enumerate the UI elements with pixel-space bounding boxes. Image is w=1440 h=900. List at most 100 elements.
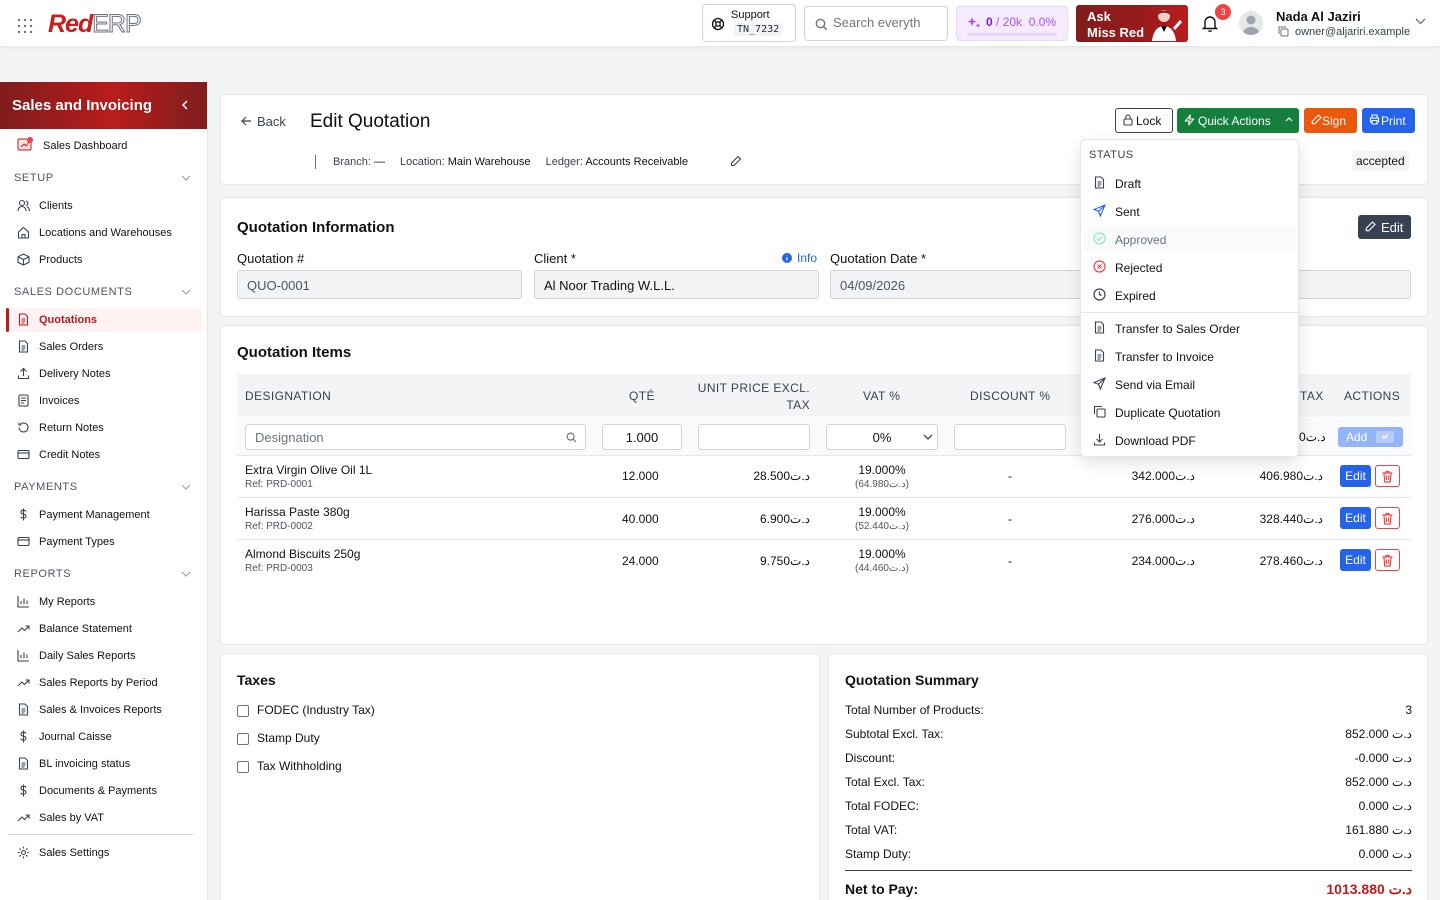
arrow-left-icon bbox=[241, 116, 252, 126]
sidebar-item-quotations[interactable]: Quotations bbox=[6, 308, 202, 332]
menu-item-transfer-invoice[interactable]: Transfer to Invoice bbox=[1084, 343, 1295, 369]
copy-icon[interactable] bbox=[1278, 26, 1289, 37]
ai-credits-meter[interactable]: 0 / 20k 0.0% bbox=[956, 6, 1068, 41]
menu-item-label: Send via Email bbox=[1115, 378, 1196, 392]
sidebar-item-sales-settings[interactable]: Sales Settings bbox=[6, 841, 202, 865]
client-info-link[interactable]: Info bbox=[797, 251, 818, 265]
app-logo[interactable]: RedERP bbox=[48, 10, 142, 39]
designation-search-input[interactable]: Designation bbox=[245, 424, 586, 450]
discount-input[interactable] bbox=[954, 424, 1066, 450]
edit-meta-pencil-icon[interactable] bbox=[730, 155, 742, 167]
user-name[interactable]: Nada Al Jaziri bbox=[1276, 9, 1361, 24]
menu-item-draft[interactable]: Draft bbox=[1084, 170, 1295, 196]
section-chevron-icon[interactable] bbox=[181, 484, 191, 490]
section-chevron-icon[interactable] bbox=[181, 175, 191, 181]
user-menu-chevron-icon[interactable] bbox=[1415, 18, 1426, 25]
vat-select[interactable]: 0% bbox=[826, 424, 938, 450]
unit-price-input[interactable] bbox=[698, 424, 810, 450]
apps-grid-icon[interactable] bbox=[17, 18, 33, 34]
sidebar-section-payments[interactable]: PAYMENTS bbox=[14, 481, 78, 493]
sign-button[interactable]: Sign bbox=[1304, 108, 1357, 133]
sidebar-item-journal-caisse[interactable]: Journal Caisse bbox=[6, 725, 202, 749]
sidebar-item-products[interactable]: Products bbox=[6, 248, 202, 272]
item-name: Harissa Paste 380g bbox=[245, 505, 350, 519]
menu-item-sent[interactable]: Sent bbox=[1084, 198, 1295, 224]
sidebar-section-reports[interactable]: REPORTS bbox=[14, 568, 72, 580]
menu-item-rejected[interactable]: Rejected bbox=[1084, 254, 1295, 280]
branch-label: Branch: bbox=[333, 156, 371, 168]
client-field[interactable]: Al Noor Trading W.L.L. bbox=[534, 270, 819, 299]
notifications-bell-icon[interactable] bbox=[1202, 14, 1218, 32]
user-avatar[interactable] bbox=[1239, 11, 1263, 35]
quick-actions-label: Quick Actions bbox=[1198, 114, 1271, 128]
tax-checkbox-stamp-duty[interactable] bbox=[237, 733, 249, 745]
delete-row-button[interactable] bbox=[1375, 549, 1400, 571]
delete-row-button[interactable] bbox=[1375, 507, 1400, 529]
sidebar-item-sales-invoices-reports[interactable]: Sales & Invoices Reports bbox=[6, 698, 202, 722]
ask-line-1: Ask bbox=[1087, 9, 1111, 24]
additional-info-field[interactable] bbox=[1291, 270, 1411, 299]
sidebar-item-invoices[interactable]: Invoices bbox=[6, 389, 202, 413]
menu-item-download-pdf[interactable]: Download PDF bbox=[1084, 427, 1295, 453]
section-title: Quotation Summary bbox=[845, 672, 979, 688]
dashboard-illustration-icon bbox=[17, 136, 34, 153]
menu-item-transfer-sales-order[interactable]: Transfer to Sales Order bbox=[1084, 315, 1295, 341]
sidebar-item-sales-dashboard[interactable]: Sales Dashboard bbox=[6, 134, 202, 158]
ask-miss-red-button[interactable]: Ask Miss Red bbox=[1076, 5, 1188, 42]
sidebar-item-documents-payments[interactable]: Documents & Payments bbox=[6, 779, 202, 803]
global-search[interactable] bbox=[804, 6, 948, 41]
sidebar-item-sales-reports-by-period[interactable]: Sales Reports by Period bbox=[6, 671, 202, 695]
sidebar-item-payment-management[interactable]: Payment Management bbox=[6, 503, 202, 527]
sidebar-item-label: Invoices bbox=[39, 395, 80, 407]
menu-item-send-email[interactable]: Send via Email bbox=[1084, 371, 1295, 397]
info-icon[interactable] bbox=[782, 253, 792, 263]
search-input[interactable] bbox=[833, 15, 943, 30]
summary-label: Stamp Duty: bbox=[845, 847, 912, 861]
status-badge: accepted bbox=[1352, 151, 1409, 171]
sidebar-item-daily-sales-reports[interactable]: Daily Sales Reports bbox=[6, 644, 202, 668]
add-item-button[interactable]: Add bbox=[1338, 427, 1403, 447]
summary-label: Subtotal Excl. Tax: bbox=[845, 727, 944, 741]
sidebar-section-sales-documents[interactable]: SALES DOCUMENTS bbox=[14, 286, 133, 298]
quantity-input[interactable]: 1.000 bbox=[602, 424, 682, 450]
sidebar-item-bl-invoicing-status[interactable]: BL invoicing status bbox=[6, 752, 202, 776]
print-button[interactable]: Print bbox=[1362, 108, 1415, 133]
quotation-date-field[interactable]: 04/09/2026 bbox=[830, 270, 1100, 299]
quotation-number-label: Quotation # bbox=[237, 251, 305, 266]
sidebar-item-locations[interactable]: Locations and Warehouses bbox=[6, 221, 202, 245]
menu-item-approved[interactable]: Approved bbox=[1084, 226, 1295, 252]
quotation-number-field[interactable]: QUO-0001 bbox=[237, 270, 522, 299]
sidebar-item-delivery-notes[interactable]: Delivery Notes bbox=[6, 362, 202, 386]
summary-label: Total Number of Products: bbox=[845, 703, 984, 717]
tax-checkbox-withholding[interactable] bbox=[237, 761, 249, 773]
section-chevron-icon[interactable] bbox=[181, 571, 191, 577]
sidebar-item-return-notes[interactable]: Return Notes bbox=[6, 416, 202, 440]
delete-row-button[interactable] bbox=[1375, 465, 1400, 487]
sidebar-item-clients[interactable]: Clients bbox=[6, 194, 202, 218]
sidebar-item-credit-notes[interactable]: Credit Notes bbox=[6, 443, 202, 467]
sidebar-section-setup[interactable]: SETUP bbox=[14, 172, 54, 184]
column-actions: ACTIONS bbox=[1344, 389, 1401, 403]
menu-item-duplicate[interactable]: Duplicate Quotation bbox=[1084, 399, 1295, 425]
edit-row-button[interactable]: Edit bbox=[1340, 465, 1371, 487]
quick-actions-button[interactable]: Quick Actions bbox=[1177, 108, 1299, 133]
sidebar-item-my-reports[interactable]: My Reports bbox=[6, 590, 202, 614]
edit-row-button[interactable]: Edit bbox=[1340, 549, 1371, 571]
quotation-summary-card: Quotation Summary bbox=[828, 653, 1428, 900]
item-name: Almond Biscuits 250g bbox=[245, 547, 361, 561]
collapse-sidebar-icon[interactable] bbox=[178, 98, 192, 112]
support-button[interactable]: Support TN_7232 bbox=[702, 4, 796, 42]
section-chevron-icon[interactable] bbox=[181, 289, 191, 295]
sidebar-item-payment-types[interactable]: Payment Types bbox=[6, 530, 202, 554]
logo-erp-text: ERP bbox=[92, 10, 142, 39]
enter-key-icon bbox=[1376, 431, 1394, 443]
tax-checkbox-fodec[interactable] bbox=[237, 705, 249, 717]
menu-item-expired[interactable]: Expired bbox=[1084, 282, 1295, 308]
edit-row-button[interactable]: Edit bbox=[1340, 507, 1371, 529]
lock-button[interactable]: Lock bbox=[1115, 108, 1173, 133]
sidebar-item-sales-orders[interactable]: Sales Orders bbox=[6, 335, 202, 359]
sidebar-item-label: Journal Caisse bbox=[39, 731, 112, 743]
edit-info-button[interactable]: Edit bbox=[1358, 215, 1411, 239]
sidebar-item-balance-statement[interactable]: Balance Statement bbox=[6, 617, 202, 641]
sidebar-item-sales-by-vat[interactable]: Sales by VAT bbox=[6, 806, 202, 830]
